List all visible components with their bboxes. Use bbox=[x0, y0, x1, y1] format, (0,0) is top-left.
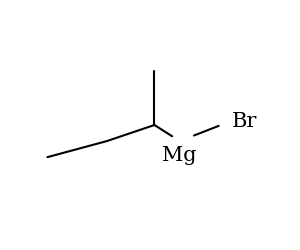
Text: Mg: Mg bbox=[163, 146, 197, 165]
Text: Br: Br bbox=[232, 112, 257, 131]
